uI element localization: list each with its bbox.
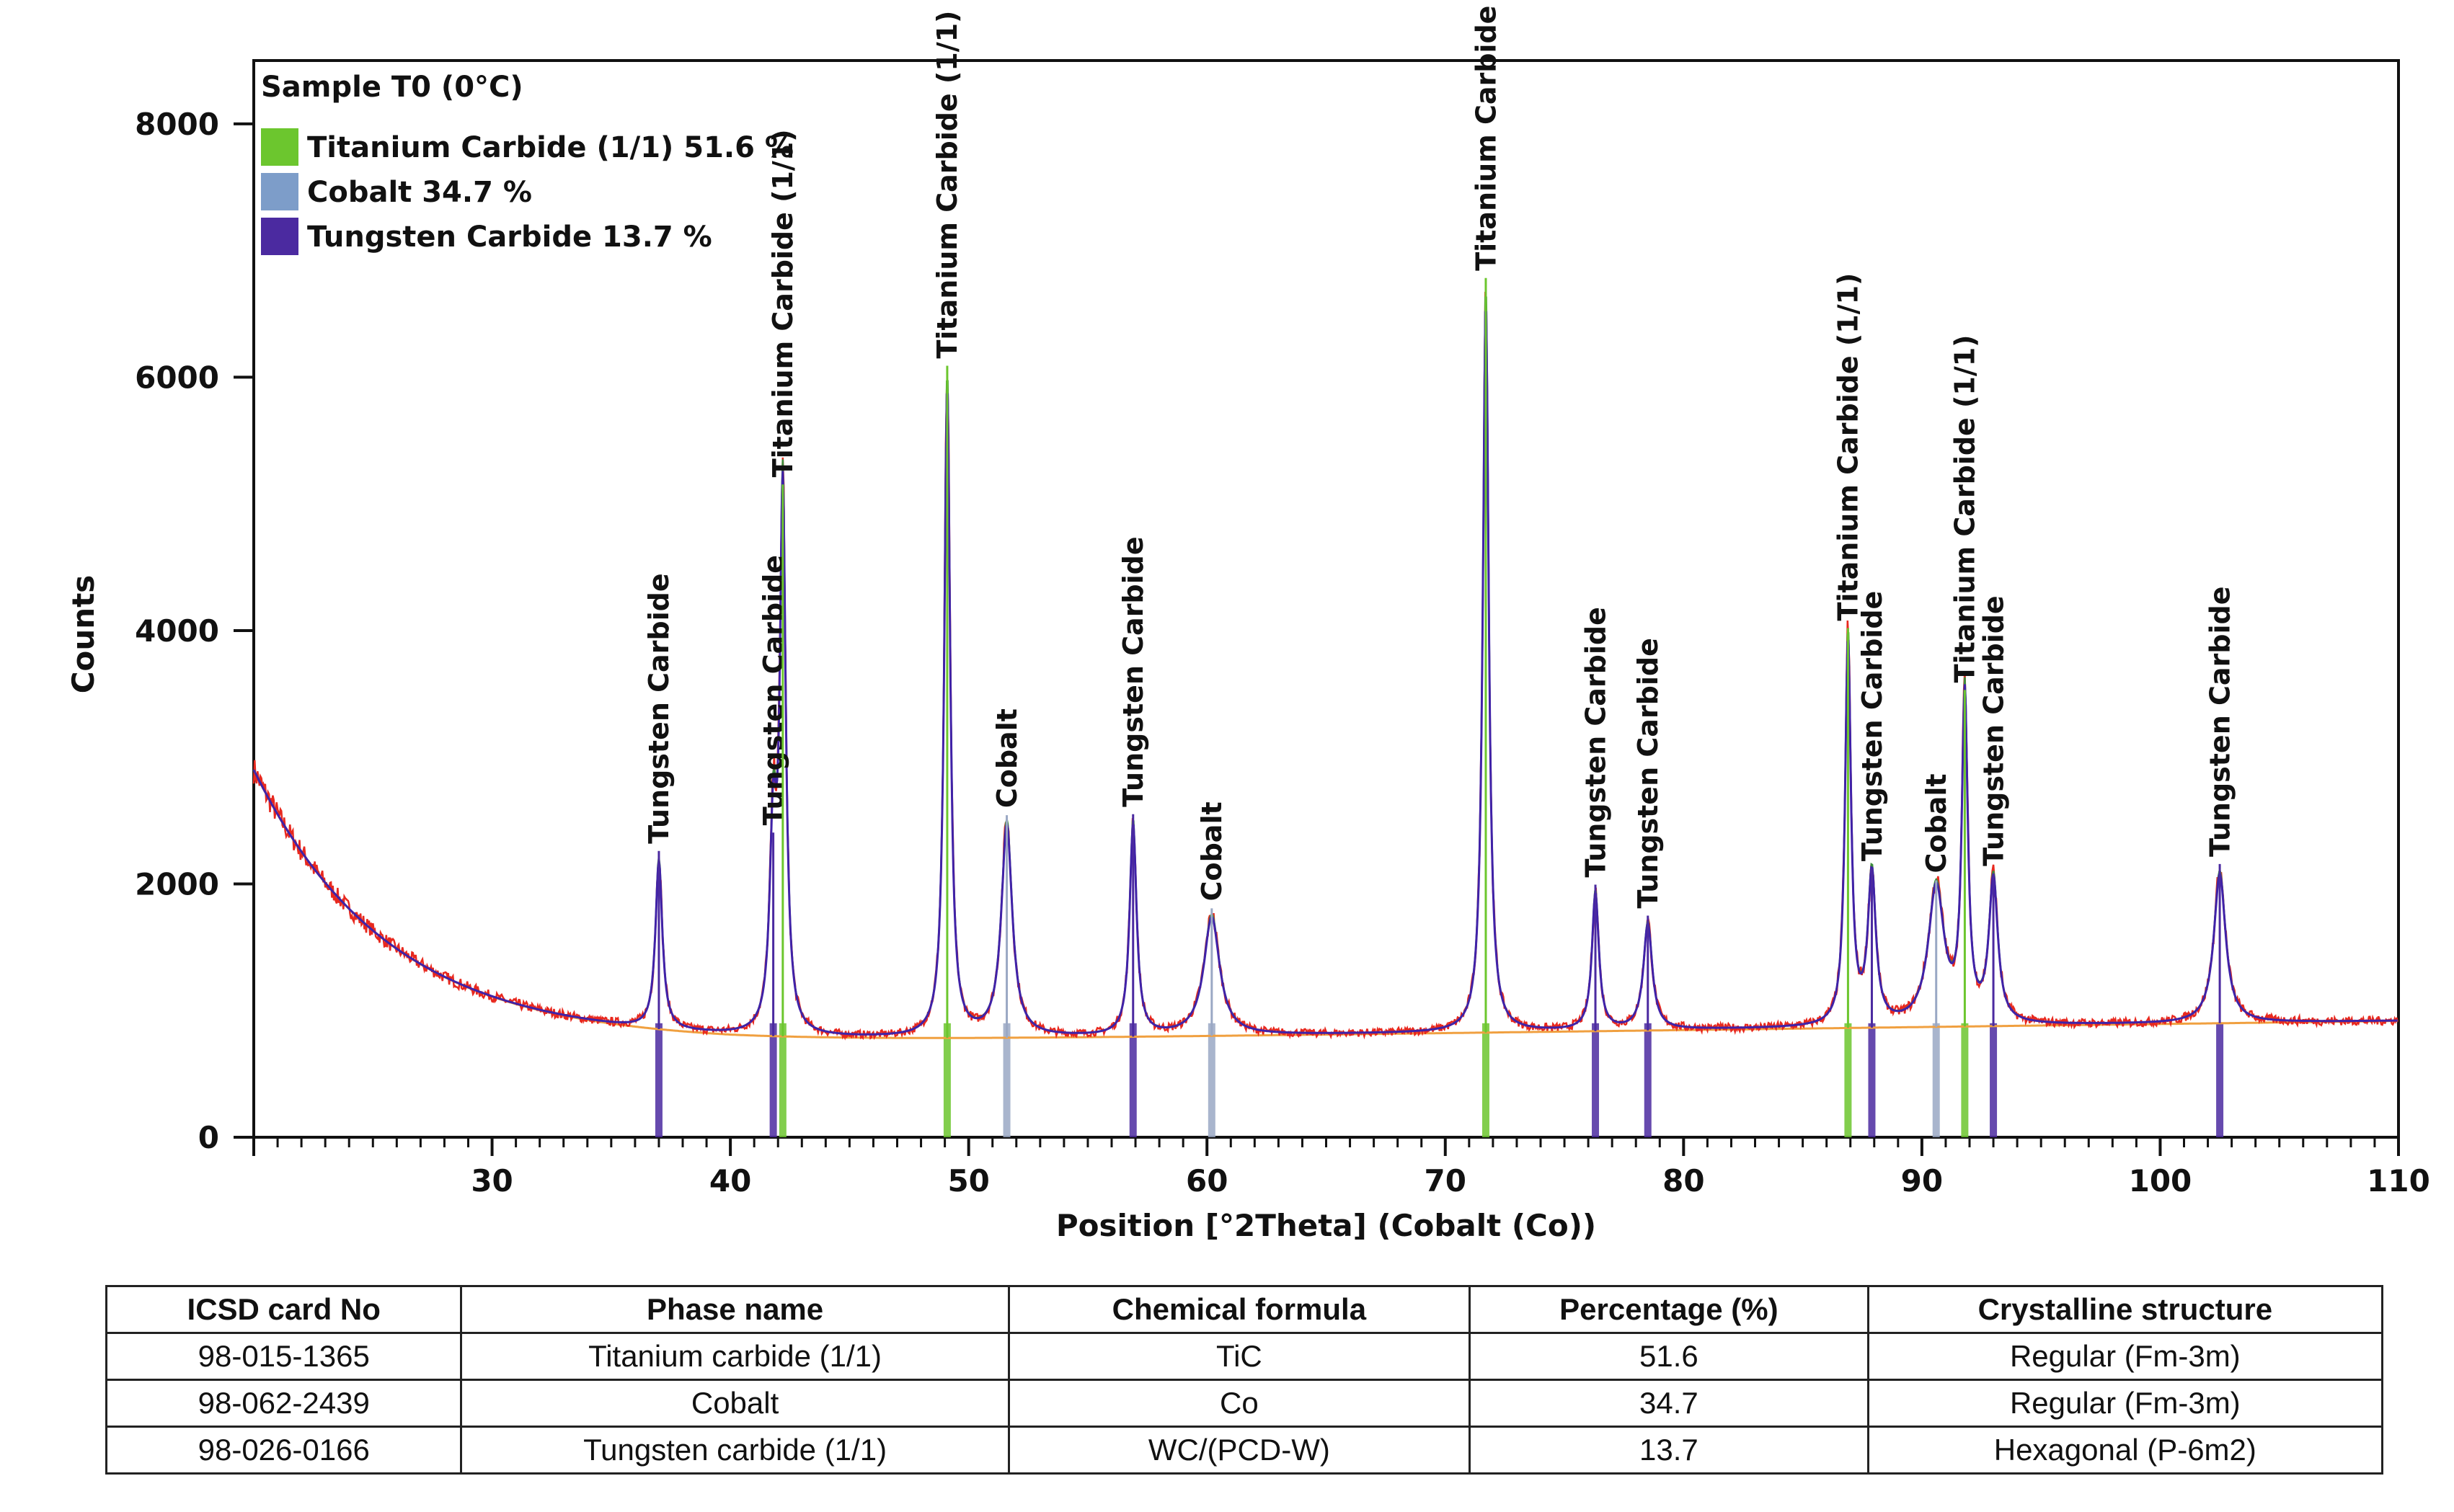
peak-label-0: Tungsten Carbide xyxy=(643,573,675,843)
phase-ref-tungsten_carbide-93 xyxy=(1990,1023,1998,1137)
peak-label-10: Titanium Carbide (1/1) xyxy=(1833,273,1864,621)
peak-label-15: Tungsten Carbide xyxy=(2204,587,2236,857)
cell-formula: TiC xyxy=(1007,1332,1471,1381)
legend-label-0: Titanium Carbide (1/1) 51.6 % xyxy=(307,131,794,164)
phase-fit-series-line xyxy=(252,311,2398,1036)
phase-ref-tungsten_carbide-78.5 xyxy=(1644,1023,1652,1137)
cell-phase-name: Tungsten carbide (1/1) xyxy=(460,1426,1010,1475)
cell-structure: Regular (Fm-3m) xyxy=(1866,1332,2384,1381)
x-tick-label-90: 90 xyxy=(1901,1163,1943,1199)
peak-label-7: Titanium Carbide (1/1) xyxy=(1470,0,1502,271)
x-tick-label-40: 40 xyxy=(709,1163,751,1199)
phase-ref-tungsten_carbide-87.9 xyxy=(1868,1023,1876,1137)
cell-formula: Co xyxy=(1007,1379,1471,1428)
observed-series-line xyxy=(252,291,2398,1041)
table-row: 98-015-1365 Titanium carbide (1/1) TiC 5… xyxy=(105,1332,2384,1381)
legend-label-2: Tungsten Carbide 13.7 % xyxy=(307,221,712,254)
cell-icsd: 98-026-0166 xyxy=(105,1426,463,1475)
cell-formula: WC/(PCD-W) xyxy=(1007,1426,1471,1475)
x-tick-label-60: 60 xyxy=(1186,1163,1228,1199)
legend-swatch-2 xyxy=(261,218,298,255)
phase-ref-cobalt-60.2 xyxy=(1208,1023,1215,1137)
header-percentage: Percentage (%) xyxy=(1469,1285,1869,1334)
chart-title: Sample T0 (0°C) xyxy=(261,71,523,104)
peak-label-5: Tungsten Carbide xyxy=(1117,536,1149,806)
header-phase-name: Phase name xyxy=(460,1285,1010,1334)
x-axis-label: Position [°2Theta] (Cobalt (Co)) xyxy=(1056,1208,1596,1240)
phase-ref-titanium_carbide-86.9 xyxy=(1844,1023,1852,1137)
table-header-row: ICSD card No Phase name Chemical formula… xyxy=(105,1285,2384,1334)
phase-ref-cobalt-51.6 xyxy=(1003,1023,1011,1137)
y-tick-label-2000: 2000 xyxy=(135,866,219,902)
x-tick-label-50: 50 xyxy=(947,1163,989,1199)
cell-structure: Hexagonal (P-6m2) xyxy=(1866,1426,2384,1475)
x-tick-label-80: 80 xyxy=(1662,1163,1704,1199)
plot-frame xyxy=(252,59,2400,1139)
phase-table: ICSD card No Phase name Chemical formula… xyxy=(105,1285,2384,1475)
legend-swatch-0 xyxy=(261,128,298,166)
peak-label-1: Tungsten Carbide xyxy=(758,555,789,825)
phase-ref-tungsten_carbide-76.3 xyxy=(1592,1023,1600,1137)
cell-phase-name: Titanium carbide (1/1) xyxy=(460,1332,1010,1381)
header-icsd: ICSD card No xyxy=(105,1285,463,1334)
peak-label-12: Cobalt xyxy=(1921,773,1952,873)
peak-label-13: Titanium Carbide (1/1) xyxy=(1949,334,1981,682)
y-tick-label-6000: 6000 xyxy=(135,360,219,395)
peak-label-2: Titanium Carbide (1/1) xyxy=(767,129,799,477)
x-tick-label-100: 100 xyxy=(2129,1163,2192,1199)
phase-ref-titanium_carbide-49.1 xyxy=(943,1023,951,1137)
table-row: 98-026-0166 Tungsten carbide (1/1) WC/(P… xyxy=(105,1426,2384,1475)
phase-ref-tungsten_carbide-41.8 xyxy=(769,1023,777,1137)
x-tick-label-110: 110 xyxy=(2367,1163,2430,1199)
cell-icsd: 98-062-2439 xyxy=(105,1379,463,1428)
x-tick-label-70: 70 xyxy=(1425,1163,1466,1199)
peak-label-9: Tungsten Carbide xyxy=(1632,638,1664,908)
y-tick-label-4000: 4000 xyxy=(135,613,219,649)
peak-label-14: Tungsten Carbide xyxy=(1977,595,2009,866)
x-tick-label-30: 30 xyxy=(471,1163,513,1199)
phase-ref-titanium_carbide-71.7 xyxy=(1481,1023,1489,1137)
legend-label-1: Cobalt 34.7 % xyxy=(307,176,532,209)
y-axis-label: Counts xyxy=(66,575,101,694)
chart-svg: Tungsten Carbide Tungsten CarbideTitanium… xyxy=(66,0,2430,1240)
peak-label-4: Cobalt xyxy=(991,708,1023,808)
cell-percentage: 34.7 xyxy=(1469,1379,1869,1428)
peak-label-11: Tungsten Carbide xyxy=(1856,591,1888,861)
phase-ref-titanium_carbide-91.8 xyxy=(1961,1023,1969,1137)
cell-structure: Regular (Fm-3m) xyxy=(1866,1379,2384,1428)
phase-ref-cobalt-90.6 xyxy=(1932,1023,1940,1137)
cell-phase-name: Cobalt xyxy=(460,1379,1010,1428)
table-row: 98-062-2439 Cobalt Co 34.7 Regular (Fm-3… xyxy=(105,1379,2384,1428)
y-tick-label-0: 0 xyxy=(198,1120,219,1155)
header-formula: Chemical formula xyxy=(1007,1285,1471,1334)
legend: Sample T0 (0°C) Titanium Carbide (1/1) 51… xyxy=(261,71,794,255)
peak-label-6: Cobalt xyxy=(1196,801,1228,901)
y-tick-label-8000: 8000 xyxy=(135,107,219,142)
phase-ref-tungsten_carbide-37 xyxy=(655,1023,663,1137)
peak-label-3: Titanium Carbide (1/1) xyxy=(931,11,963,359)
cell-percentage: 51.6 xyxy=(1469,1332,1869,1381)
phase-ref-titanium_carbide-42.2 xyxy=(779,1023,787,1137)
peak-label-8: Tungsten Carbide xyxy=(1580,607,1611,877)
legend-swatch-1 xyxy=(261,173,298,210)
cell-percentage: 13.7 xyxy=(1469,1426,1869,1475)
phase-ref-tungsten_carbide-56.9 xyxy=(1129,1023,1137,1137)
phase-ref-tungsten_carbide-102.5 xyxy=(2216,1023,2224,1137)
header-structure: Crystalline structure xyxy=(1866,1285,2384,1334)
cell-icsd: 98-015-1365 xyxy=(105,1332,463,1381)
xrd-chart: Tungsten Carbide Tungsten Carbide Titanium… xyxy=(66,0,2430,1240)
